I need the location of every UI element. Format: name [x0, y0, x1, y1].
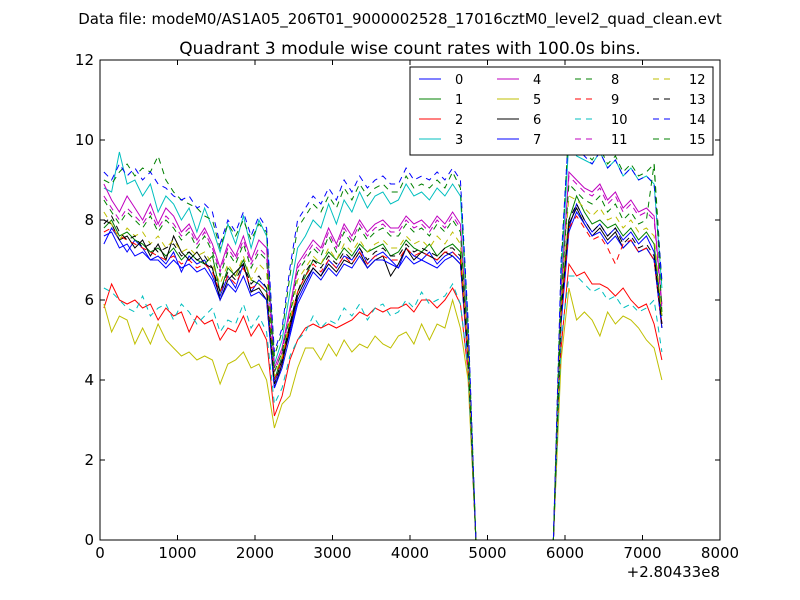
series-line-8	[103, 123, 663, 540]
file-title: Data file: modeM0/AS1A05_206T01_90000025…	[78, 10, 722, 29]
legend-label-11: 11	[611, 133, 628, 148]
x-tick-label: 6000	[546, 544, 584, 562]
y-tick-label: 6	[84, 291, 94, 309]
x-tick-label: 3000	[313, 544, 351, 562]
x-tick-label: 7000	[623, 544, 661, 562]
legend-box	[409, 66, 714, 156]
series-line-11	[103, 174, 663, 540]
y-tick-label: 10	[75, 131, 94, 149]
legend-label-13: 13	[689, 93, 706, 108]
series-line-13	[103, 202, 663, 540]
x-offset-label: +2.80433e8	[627, 563, 720, 581]
legend-label-10: 10	[611, 113, 628, 128]
legend-label-5: 5	[533, 93, 541, 108]
y-tick-label: 8	[84, 211, 94, 229]
series-line-14	[103, 127, 663, 540]
series-line-4	[103, 170, 663, 540]
y-tick-label: 2	[84, 451, 94, 469]
legend-label-3: 3	[455, 133, 463, 148]
series-line-9	[103, 215, 663, 540]
series-line-5	[103, 287, 663, 540]
legend-label-0: 0	[455, 73, 463, 88]
axis-ticks: 0 1000 2000 3000 4000 5000 6000 7000 80000246810…	[75, 51, 739, 562]
x-tick-label: 1000	[158, 544, 196, 562]
legend-label-9: 9	[611, 93, 619, 108]
legend-label-2: 2	[455, 113, 463, 128]
series-layer	[103, 123, 663, 540]
series-line-6	[103, 206, 663, 540]
x-tick-label: 4000	[391, 544, 429, 562]
chart-title: Quadrant 3 module wise count rates with …	[179, 39, 640, 59]
y-tick-label: 0	[84, 531, 94, 549]
legend-label-6: 6	[533, 113, 541, 128]
y-tick-label: 12	[75, 51, 94, 69]
legend-label-14: 14	[689, 113, 706, 128]
x-tick-label: 8000	[701, 544, 739, 562]
legend-label-15: 15	[689, 133, 706, 148]
x-tick-label: 0	[95, 544, 105, 562]
legend-label-1: 1	[455, 93, 463, 108]
series-line-0	[103, 202, 663, 540]
legend-label-8: 8	[611, 73, 619, 88]
series-line-7	[103, 210, 663, 540]
y-tick-label: 4	[84, 371, 94, 389]
legend-label-12: 12	[689, 73, 706, 88]
legend-label-7: 7	[533, 133, 541, 148]
x-tick-label: 2000	[236, 544, 274, 562]
x-tick-label: 5000	[468, 544, 506, 562]
series-line-2	[103, 262, 663, 540]
legend-label-4: 4	[533, 73, 541, 88]
series-line-15	[103, 163, 663, 540]
series-line-10	[103, 275, 663, 540]
